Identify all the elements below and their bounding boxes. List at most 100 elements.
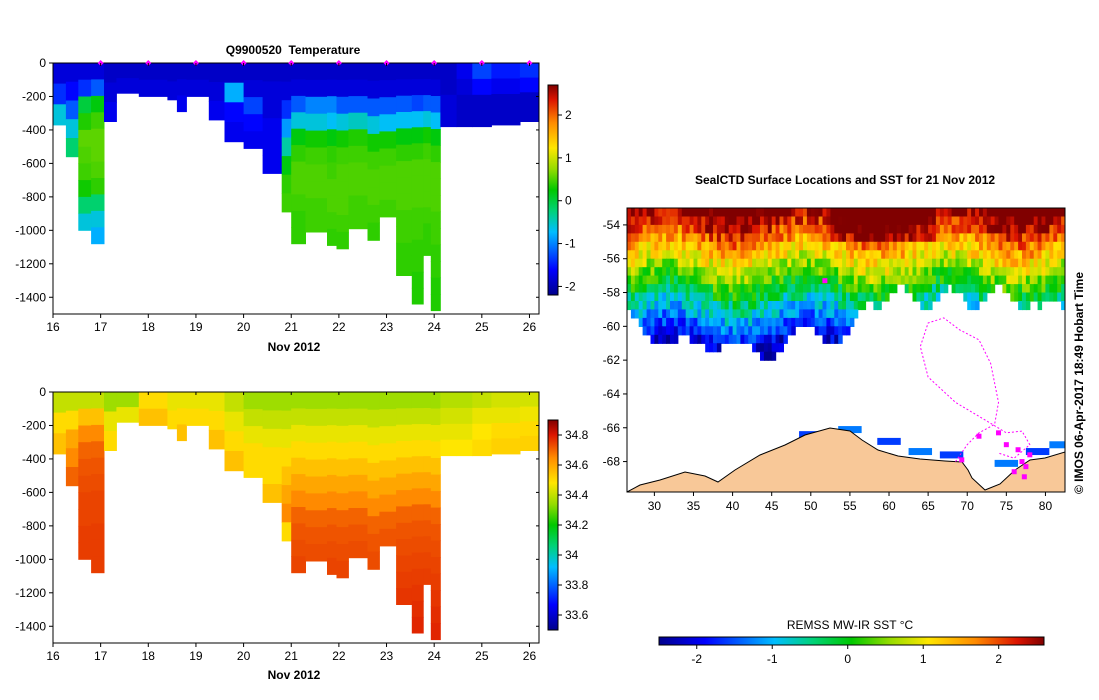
sst-cell (959, 233, 964, 243)
sst-cell (982, 250, 988, 260)
profile-cell (348, 441, 368, 459)
sst-cell (806, 275, 812, 285)
sst-cell (638, 208, 644, 218)
sst-cell (775, 250, 781, 260)
sst-cell (701, 309, 706, 319)
sst-cell (1029, 241, 1035, 251)
sst-cell (658, 241, 663, 251)
sst-cell (834, 309, 839, 319)
colorbar-tick-label: 0 (565, 194, 572, 208)
sst-cell (787, 267, 792, 277)
sst-cell (728, 334, 734, 344)
profile-cell (440, 439, 458, 457)
profile-cell (472, 78, 492, 96)
sst-cell (693, 208, 698, 218)
profile-cell (472, 423, 492, 441)
y-tick-label: -200 (22, 418, 46, 432)
sst-cell (752, 317, 757, 327)
sst-cell (838, 267, 843, 277)
sst-cell (670, 250, 675, 260)
sst-cell (1029, 267, 1035, 277)
sst-cell (986, 224, 992, 234)
sst-cell (670, 301, 675, 311)
sst-cell (982, 233, 988, 243)
sst-cell (1025, 301, 1031, 311)
sst-cell (732, 216, 738, 226)
sst-cell (763, 250, 769, 260)
sst-cell (838, 258, 843, 268)
sst-cell (775, 292, 781, 302)
lon-tick-label: 65 (921, 499, 935, 513)
sst-cell (873, 216, 878, 226)
sst-cell (967, 224, 972, 234)
sst-cell (713, 250, 718, 260)
sst-cell (681, 216, 687, 226)
profile-cell (348, 112, 368, 130)
sst-cell (1025, 250, 1031, 260)
sst-cell (677, 258, 683, 268)
profile-cell (367, 63, 380, 82)
sst-cell (646, 284, 652, 294)
profile-cell (327, 63, 337, 81)
sst-cell (783, 326, 788, 336)
profile-cell (367, 98, 380, 117)
sst-cell (1014, 258, 1019, 268)
sst-cell (670, 309, 675, 319)
sst-cell (861, 241, 867, 251)
profile-cell (440, 78, 458, 96)
profile-cell (91, 507, 105, 524)
sst-cell (920, 267, 925, 277)
sst-cell (889, 208, 894, 218)
sst-cell (896, 258, 902, 268)
sst-cell (838, 224, 843, 234)
sst-cell (763, 284, 769, 294)
sst-cell (752, 301, 757, 311)
profile-cell (327, 408, 337, 426)
profile-cell (423, 536, 432, 553)
sst-cell (932, 275, 937, 285)
sst-cell (853, 292, 859, 302)
sst-cell (818, 309, 824, 319)
colorbar-tick-label: 33.6 (565, 608, 589, 622)
sst-cell (752, 233, 757, 243)
sst-cell (627, 216, 632, 226)
sst-cell (779, 275, 784, 285)
profile-cell (305, 527, 328, 545)
sst-cell (732, 317, 738, 327)
x-tick-label: 18 (142, 649, 156, 663)
sst-cell (713, 326, 718, 336)
sst-cell (849, 216, 855, 226)
sst-cell (806, 267, 812, 277)
sst-cell (642, 241, 648, 251)
sst-cell (846, 292, 851, 302)
sst-cell (673, 250, 679, 260)
sst-cell (767, 343, 773, 353)
profile-cell (116, 63, 140, 79)
lat-tick-label: -54 (603, 218, 621, 232)
sst-cell (720, 301, 726, 311)
sst-cell (904, 216, 910, 226)
sst-cell (928, 208, 933, 218)
sst-cell (760, 343, 765, 353)
seal-location-marker (1015, 447, 1021, 453)
profile-cell (430, 507, 441, 525)
sst-cell (634, 267, 640, 277)
sst-cell (697, 258, 702, 268)
profile-cell (440, 392, 458, 409)
sst-cell (779, 343, 784, 353)
sst-cell (697, 301, 702, 311)
profile-cell (336, 63, 349, 81)
profile-cell (519, 406, 540, 422)
sst-cell (889, 233, 894, 243)
sst-cell (662, 208, 667, 218)
sst-cell (662, 334, 667, 344)
y-tick-label: -600 (22, 156, 46, 170)
sst-cell (826, 258, 831, 268)
sst-cell (716, 267, 722, 277)
sst-cell (1061, 275, 1065, 285)
profile-cell (281, 522, 292, 542)
sst-cell (853, 275, 859, 285)
sst-cell (842, 208, 847, 218)
sst-cell (654, 233, 659, 243)
sst-cell (877, 301, 882, 311)
